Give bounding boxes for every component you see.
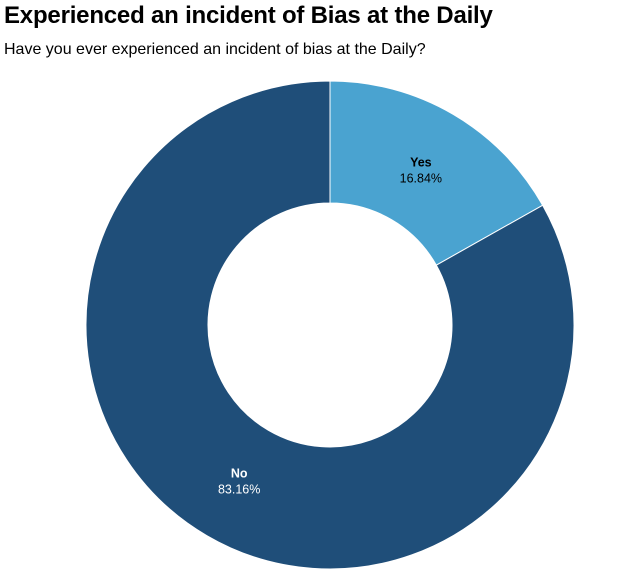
slice-label-yes: Yes	[410, 156, 432, 170]
slice-label-no: No	[231, 466, 248, 480]
slice-no	[85, 80, 575, 570]
slice-value-no: 83.16%	[218, 482, 260, 496]
slice-value-yes: 16.84%	[400, 172, 442, 186]
slices-layer	[85, 80, 575, 570]
chart-title: Experienced an incident of Bias at the D…	[4, 2, 493, 29]
labels-layer: Yes 16.84% No 83.16%	[218, 156, 442, 497]
slice-yes	[329, 80, 544, 266]
chart-subtitle: Have you ever experienced an incident of…	[4, 41, 426, 58]
